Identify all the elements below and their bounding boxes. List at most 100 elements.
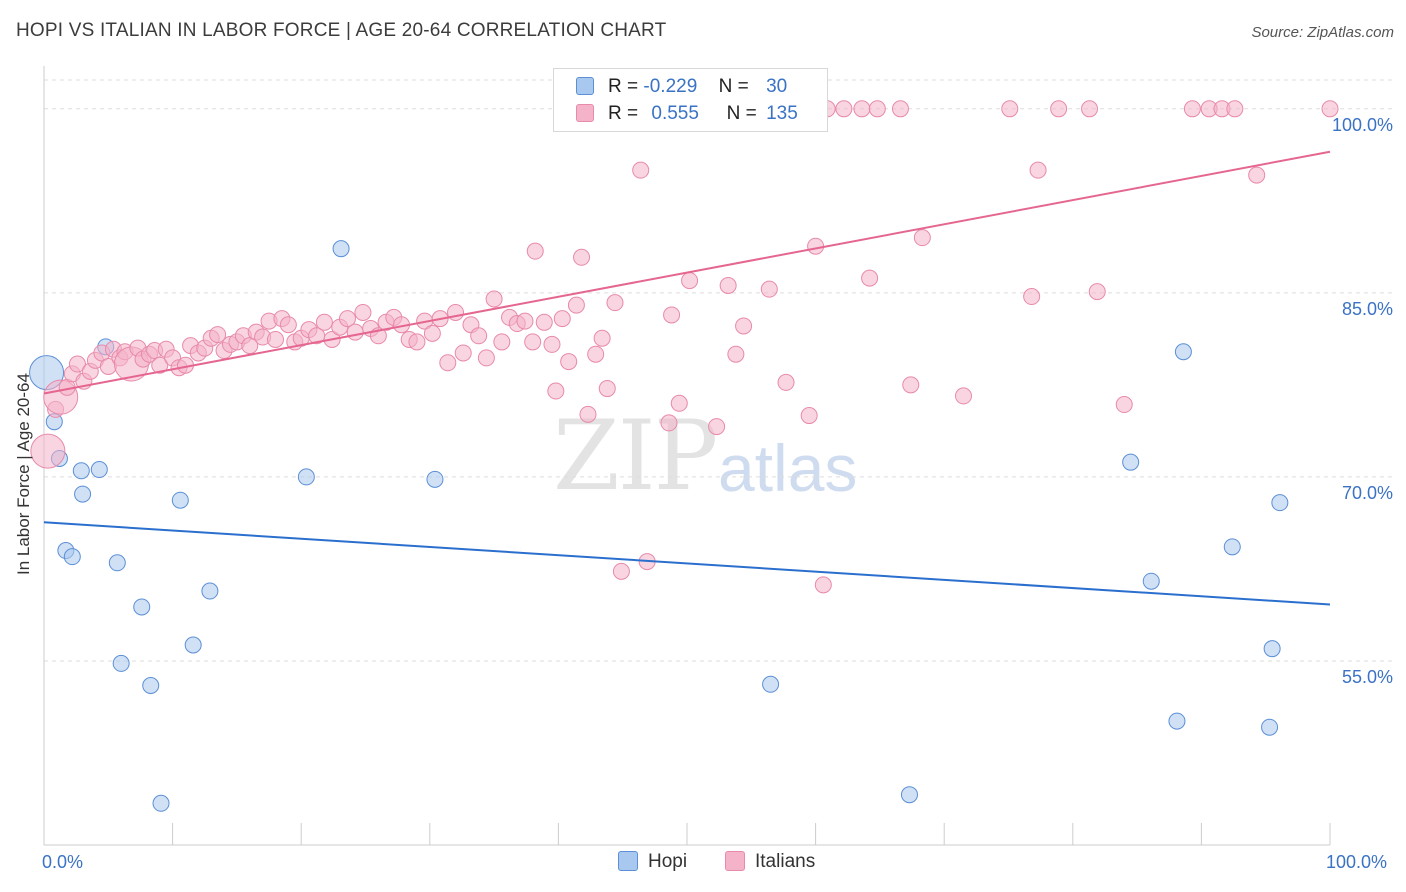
italian-point <box>524 333 542 351</box>
italian-point <box>579 405 597 423</box>
italian-point <box>68 355 86 373</box>
y-tick-label: 100.0% <box>1331 114 1393 135</box>
italian-point <box>861 269 879 287</box>
watermark-zip: ZIP <box>553 400 718 512</box>
italian-point <box>151 356 169 374</box>
italian-point <box>346 323 364 341</box>
italian-point <box>516 312 534 330</box>
legend-italians-n-label: N = <box>726 103 757 124</box>
italian-point <box>477 349 495 367</box>
hopi-point <box>762 675 780 693</box>
italian-point <box>954 387 972 405</box>
italian-point <box>454 344 472 362</box>
italian-point <box>560 353 578 371</box>
hopi-legend-icon <box>618 851 638 871</box>
hopi-point <box>1261 718 1279 736</box>
italian-point <box>30 433 66 469</box>
italian-point <box>485 290 503 308</box>
source-credit: Source: ZipAtlas.com <box>1251 24 1394 41</box>
hopi-swatch-icon <box>576 77 594 95</box>
hopi-point <box>201 582 219 600</box>
x-tick-label-min: 0.0% <box>42 852 84 872</box>
italian-point <box>1029 161 1047 179</box>
hopi-point <box>1122 453 1140 471</box>
italians-legend-icon <box>725 851 745 871</box>
hopi-point <box>74 485 92 503</box>
italian-point <box>708 418 726 436</box>
italian-point <box>439 354 457 372</box>
hopi-point <box>900 786 918 804</box>
italian-point <box>727 345 745 363</box>
italian-point <box>902 376 920 394</box>
hopi-point <box>112 654 130 672</box>
correlation-legend: R = -0.229 N = 30 R = 0.555 N = 135 <box>553 68 828 132</box>
italian-point <box>553 310 571 328</box>
legend-hopi-n-label: N = <box>718 76 749 97</box>
hopi-point <box>63 548 81 566</box>
hopi-point <box>426 470 444 488</box>
hopi-trend-line <box>43 521 1331 606</box>
italian-point <box>606 294 624 312</box>
italian-point <box>526 242 544 260</box>
italian-point <box>493 333 511 351</box>
italian-point <box>266 330 284 348</box>
italian-point <box>681 272 699 290</box>
x-tick-label-max: 100.0% <box>1326 852 1388 872</box>
italian-point <box>663 306 681 324</box>
italian-point <box>1023 288 1041 306</box>
hopi-point <box>90 461 108 479</box>
hopi-point <box>171 491 189 509</box>
italian-point <box>835 100 853 118</box>
y-tick-label: 70.0% <box>1341 482 1393 503</box>
italian-point <box>470 327 488 345</box>
hopi-point <box>1142 572 1160 590</box>
italian-point <box>573 248 591 266</box>
legend-row-italians: R = 0.555 N = 135 <box>576 103 798 125</box>
hopi-point <box>184 636 202 654</box>
italian-point <box>315 313 333 331</box>
hopi-point <box>72 462 90 480</box>
italians-swatch-icon <box>576 104 594 122</box>
italian-point <box>1001 100 1019 118</box>
legend-italians-n-value: 135 <box>766 103 798 124</box>
hopi-point <box>1168 712 1186 730</box>
legend-hopi-r-value: -0.229 <box>643 76 698 97</box>
hopi-point <box>297 468 315 486</box>
hopi-point <box>332 240 350 258</box>
bottom-legend-italians: Italians <box>725 851 815 873</box>
italian-point <box>1321 100 1339 118</box>
italian-point <box>1226 100 1244 118</box>
hopi-point <box>1263 640 1281 658</box>
italian-point <box>612 562 630 580</box>
hopi-point <box>1223 538 1241 556</box>
italian-point <box>1081 100 1099 118</box>
italian-point <box>338 310 356 328</box>
legend-row-hopi: R = -0.229 N = 30 <box>576 76 787 98</box>
hopi-point <box>142 676 160 694</box>
italian-point <box>891 100 909 118</box>
legend-hopi-r-label: R = <box>608 76 639 97</box>
italian-point <box>354 303 372 321</box>
bottom-legend-hopi-label: Hopi <box>648 851 688 872</box>
bottom-legend-hopi: Hopi <box>618 851 687 873</box>
y-tick-label: 85.0% <box>1341 298 1393 319</box>
italian-point <box>1248 166 1266 184</box>
italian-point <box>543 335 561 353</box>
italian-point <box>1088 283 1106 301</box>
legend-hopi-n-value: 30 <box>766 76 788 97</box>
italian-point <box>660 414 678 432</box>
italian-point <box>547 382 565 400</box>
italian-point <box>735 317 753 335</box>
italian-point <box>587 345 605 363</box>
italian-point <box>1050 100 1068 118</box>
italian-point <box>1115 396 1133 414</box>
y-axis-title: In Labor Force | Age 20-64 <box>14 373 33 575</box>
italian-point <box>760 280 778 298</box>
italian-point <box>567 296 585 314</box>
italian-point <box>913 229 931 247</box>
y-tick-label: 55.0% <box>1341 666 1393 687</box>
italian-point <box>800 407 818 425</box>
hopi-point <box>152 794 170 812</box>
watermark-atlas: atlas <box>718 431 858 505</box>
italian-point <box>593 329 611 347</box>
